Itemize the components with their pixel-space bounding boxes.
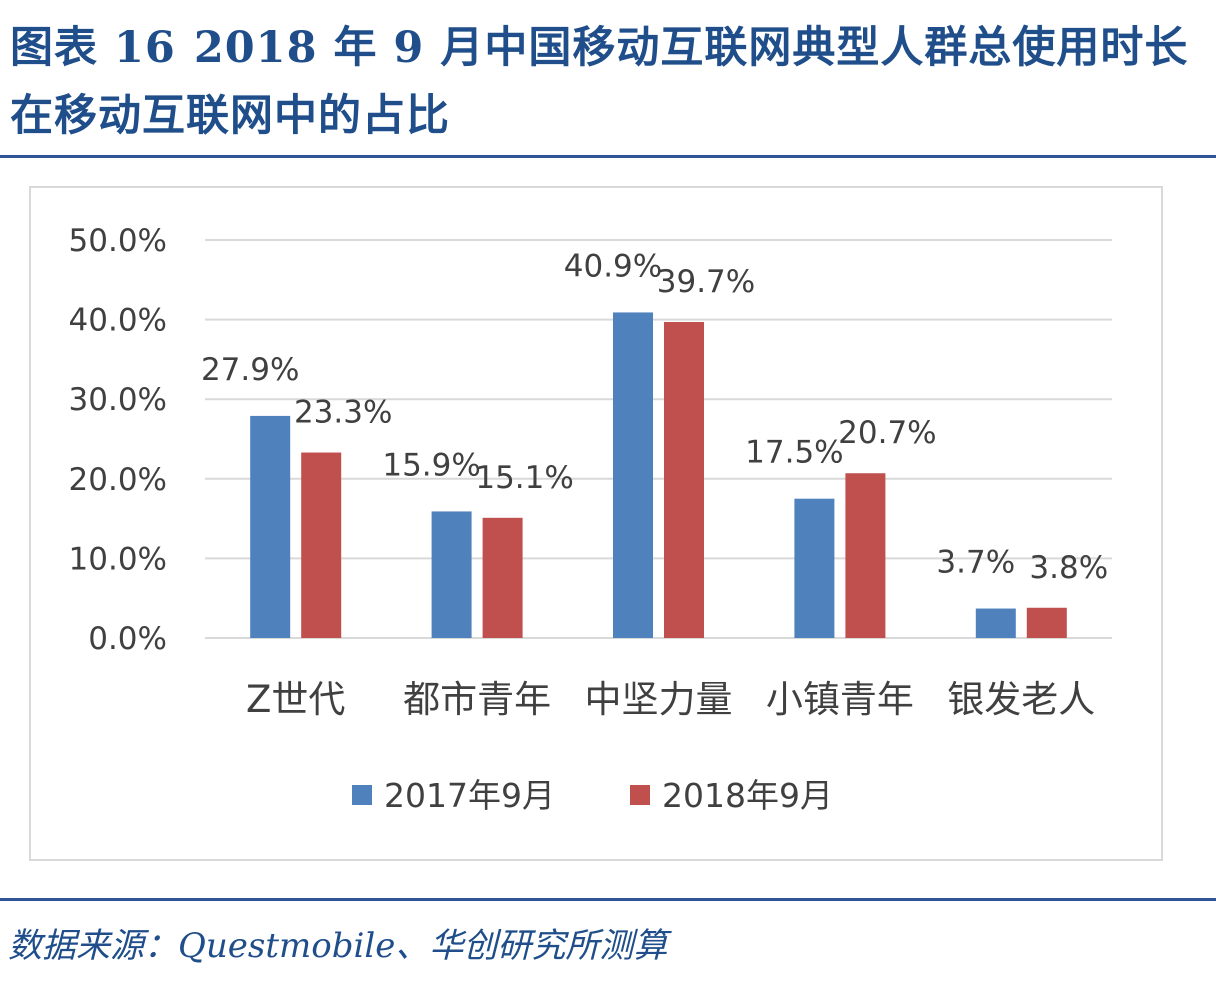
chart-frame <box>29 186 1163 861</box>
legend-label: 2017年9月 <box>384 776 555 815</box>
y-tick-label: 0.0% <box>88 621 167 657</box>
x-category-label: 银发老人 <box>947 678 1095 721</box>
bar-2018 <box>1026 607 1067 638</box>
data-label: 40.9% <box>564 248 662 284</box>
top-rule <box>0 155 1216 158</box>
bottom-rule <box>0 898 1216 901</box>
data-label: 3.8% <box>1029 550 1108 586</box>
bar-2017 <box>613 312 653 638</box>
y-tick-label: 20.0% <box>69 462 167 498</box>
data-label: 20.7% <box>838 415 936 451</box>
y-tick-label: 30.0% <box>69 382 167 418</box>
y-tick-label: 10.0% <box>69 541 167 577</box>
legend-swatch-2018 <box>630 785 650 805</box>
source-note: 数据来源：Questmobile、华创研究所测算 <box>8 926 668 966</box>
data-label: 15.9% <box>382 447 480 483</box>
data-label: 27.9% <box>201 352 299 388</box>
bar-2018 <box>845 473 886 638</box>
data-label: 23.3% <box>294 395 392 431</box>
bar-2017 <box>794 498 835 638</box>
y-tick-label: 50.0% <box>69 223 167 259</box>
legend-swatch-2017 <box>352 785 372 805</box>
x-category-label: Z世代 <box>246 678 345 721</box>
x-category-label: 都市青年 <box>403 678 551 721</box>
figure-title-text: 2018 年 9 月中国移动互联网典型人群总使用时长在移动互联网中的占比 <box>10 23 1189 141</box>
data-label: 39.7% <box>657 264 755 300</box>
x-category-label: 中坚力量 <box>585 678 733 721</box>
bar-2018 <box>664 321 704 638</box>
data-label: 17.5% <box>745 435 843 471</box>
figure-label: 图表 16 <box>10 23 176 73</box>
figure-title: 图表 16 2018 年 9 月中国移动互联网典型人群总使用时长在移动互联网中的占… <box>10 14 1210 150</box>
bar-2018 <box>482 517 523 638</box>
bar-2017 <box>431 511 472 638</box>
legend-label: 2018年9月 <box>662 776 833 815</box>
bar-2018 <box>301 452 342 638</box>
y-tick-label: 40.0% <box>69 303 167 339</box>
data-label: 3.7% <box>936 545 1015 581</box>
data-label: 15.1% <box>475 460 573 496</box>
x-category-label: 小镇青年 <box>766 678 914 721</box>
bar-2017 <box>975 608 1016 638</box>
bar-2017 <box>250 415 291 638</box>
